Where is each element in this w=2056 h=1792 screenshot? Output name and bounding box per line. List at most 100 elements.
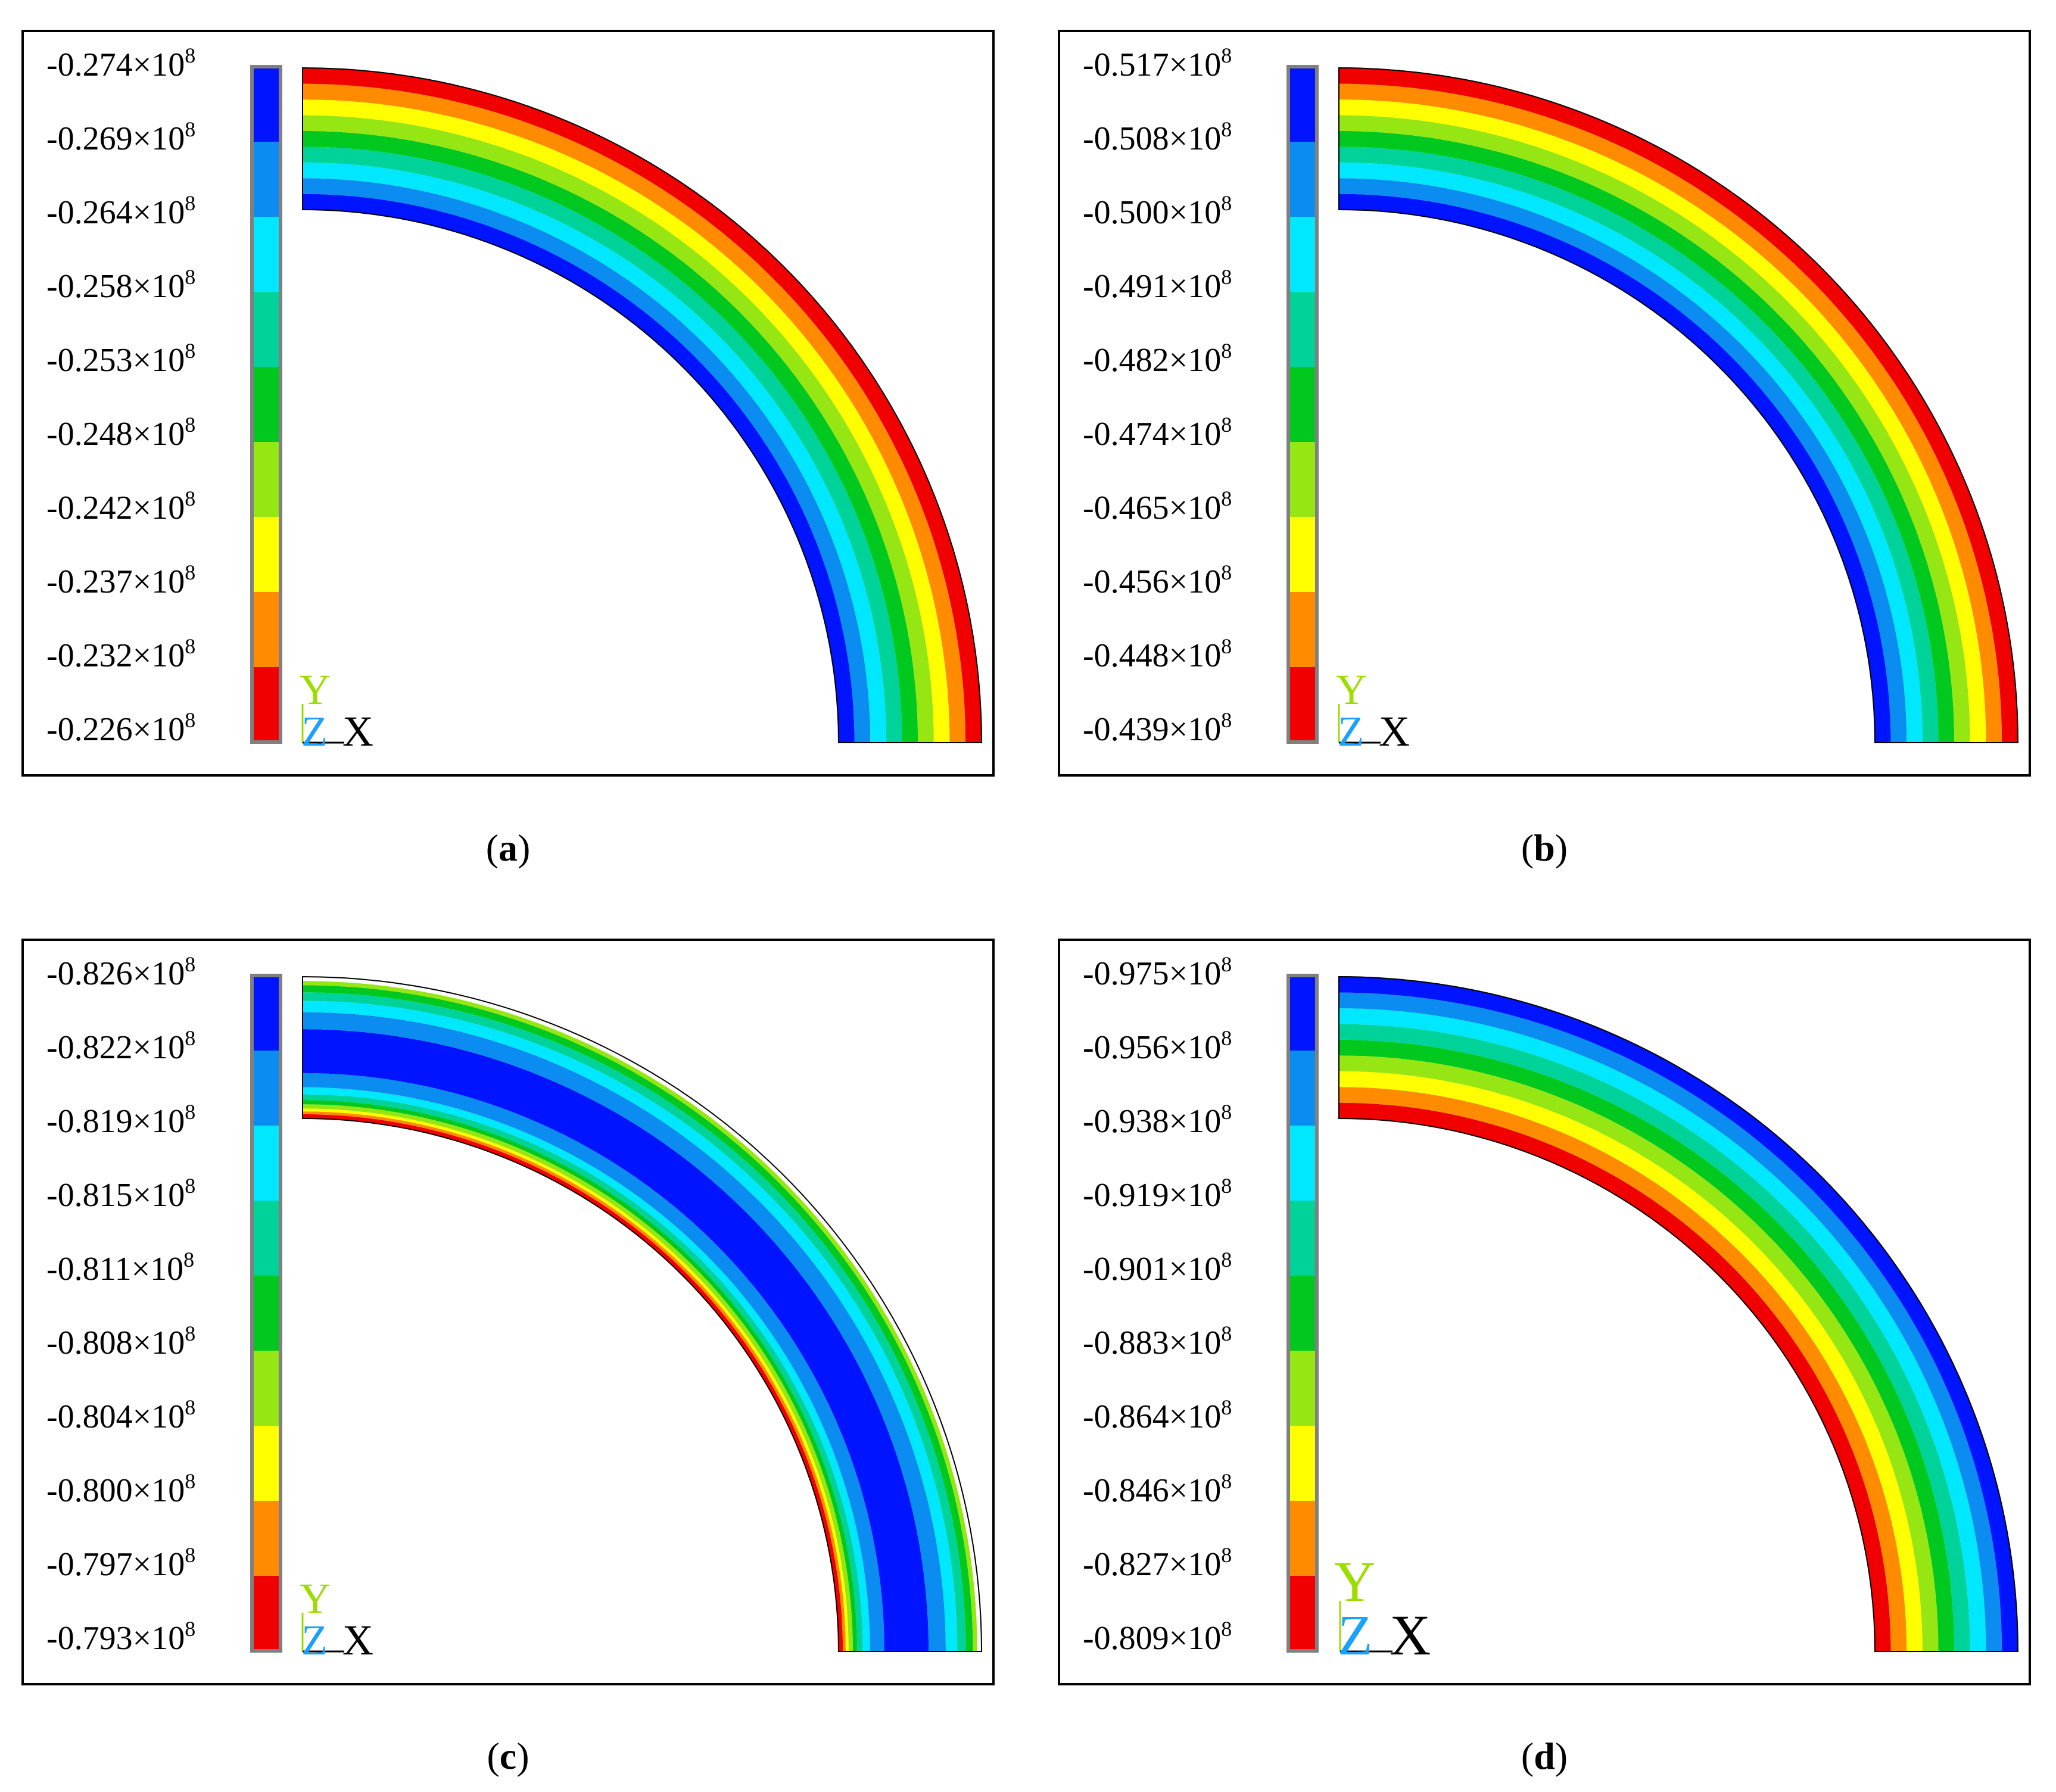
legend-tick-label: -0.232×108 bbox=[46, 634, 195, 674]
legend-tick-label: -0.797×108 bbox=[46, 1543, 195, 1583]
colorbar-labels: -0.975×108 -0.956×108 -0.938×108 -0.919×… bbox=[1083, 952, 1232, 1657]
colorbar-swatch bbox=[1288, 517, 1317, 593]
colorbar-swatch bbox=[252, 217, 281, 292]
axis-triad: Y Z X bbox=[1336, 666, 1410, 755]
legend-tick-label: -0.269×108 bbox=[46, 117, 195, 157]
legend-tick-label: -0.226×108 bbox=[46, 708, 195, 748]
contour-ring-outline bbox=[1338, 67, 2019, 743]
contour-band bbox=[303, 1029, 929, 1651]
axis-triad-x-label: X bbox=[342, 708, 373, 755]
legend-tick-label: -0.819×108 bbox=[46, 1100, 195, 1140]
colorbar-swatch bbox=[252, 1276, 281, 1351]
legend-tick-label: -0.938×108 bbox=[1083, 1100, 1232, 1140]
colorbar-swatch bbox=[1288, 67, 1317, 142]
legend-tick-label: -0.793×108 bbox=[46, 1617, 195, 1657]
colorbar-swatch bbox=[252, 1051, 281, 1126]
legend-tick-label: -0.827×108 bbox=[1083, 1543, 1232, 1583]
legend-tick-label: -0.826×108 bbox=[46, 952, 195, 992]
colorbar-swatch bbox=[1288, 367, 1317, 442]
colorbar-swatch bbox=[1288, 292, 1317, 367]
legend-tick-label: -0.800×108 bbox=[46, 1469, 195, 1509]
legend-tick-label: -0.809×108 bbox=[1083, 1617, 1232, 1657]
panel-c: -0.826×108 -0.822×108 -0.819×108 -0.815×… bbox=[21, 939, 995, 1685]
legend-tick-label: -0.804×108 bbox=[46, 1395, 195, 1435]
legend-tick-label: -0.439×108 bbox=[1083, 708, 1232, 748]
axis-triad: Y Z X bbox=[300, 1575, 373, 1664]
legend-tick-label: -0.846×108 bbox=[1083, 1469, 1232, 1509]
legend-tick-label: -0.474×108 bbox=[1083, 413, 1232, 453]
contour-ring bbox=[1338, 976, 2019, 1652]
axis-triad-y-label: Y bbox=[1336, 666, 1367, 713]
colorbar-swatch bbox=[1288, 1126, 1317, 1201]
colorbar-swatch bbox=[1288, 1201, 1317, 1276]
colorbar-swatch bbox=[252, 517, 281, 593]
legend-tick-label: -0.508×108 bbox=[1083, 117, 1232, 157]
panel-b: -0.517×108 -0.508×108 -0.500×108 -0.491×… bbox=[1058, 30, 2031, 777]
colorbar-border bbox=[250, 65, 282, 744]
colorbar-swatch bbox=[252, 1576, 281, 1651]
colorbar-swatch bbox=[1288, 142, 1317, 217]
colorbar-border bbox=[250, 974, 282, 1653]
legend-tick-label: -0.901×108 bbox=[1083, 1248, 1232, 1288]
colorbar-swatch bbox=[252, 142, 281, 217]
panel-label-a: (a) bbox=[486, 827, 531, 869]
legend-tick-label: -0.264×108 bbox=[46, 191, 195, 231]
legend-tick-label: -0.258×108 bbox=[46, 265, 195, 305]
axis-triad: Y Z X bbox=[300, 666, 373, 755]
colorbar-swatch bbox=[1288, 1426, 1317, 1501]
panel-d: -0.975×108 -0.956×108 -0.938×108 -0.919×… bbox=[1058, 939, 2031, 1685]
legend-tick-label: -0.864×108 bbox=[1083, 1395, 1232, 1435]
panel-label-d: (d) bbox=[1521, 1735, 1568, 1777]
legend-tick-label: -0.482×108 bbox=[1083, 339, 1232, 379]
axis-triad-z-label: Z bbox=[301, 1616, 328, 1664]
colorbar-swatch bbox=[1288, 442, 1317, 518]
legend-tick-label: -0.883×108 bbox=[1083, 1322, 1232, 1361]
colorbar-swatch bbox=[252, 592, 281, 668]
colorbar-swatch bbox=[252, 1201, 281, 1276]
colorbar-swatch bbox=[1288, 1351, 1317, 1426]
contour-ring bbox=[302, 67, 983, 743]
legend-tick-label: -0.456×108 bbox=[1083, 560, 1232, 600]
colorbar-swatch bbox=[252, 367, 281, 442]
legend-tick-label: -0.811×108 bbox=[46, 1248, 194, 1288]
axis-triad-x-label: X bbox=[1379, 708, 1410, 755]
colorbar-swatch bbox=[252, 292, 281, 367]
axis-triad-y-label: Y bbox=[300, 666, 331, 713]
axis-triad-z-label: Z bbox=[1338, 1603, 1373, 1667]
legend-tick-label: -0.808×108 bbox=[46, 1322, 195, 1361]
colorbar-swatch bbox=[1288, 1576, 1317, 1651]
axis-triad: Y Z X bbox=[1334, 1550, 1431, 1667]
legend-tick-label: -0.919×108 bbox=[1083, 1174, 1232, 1214]
legend-tick-label: -0.465×108 bbox=[1083, 487, 1232, 526]
colorbar-swatch bbox=[252, 1426, 281, 1501]
colorbar-border bbox=[1286, 974, 1319, 1653]
panel-a: -0.274×108 -0.269×108 -0.264×108 -0.258×… bbox=[21, 30, 995, 777]
colorbar-swatch bbox=[1288, 1501, 1317, 1576]
colorbar-swatch bbox=[252, 1351, 281, 1426]
colorbar bbox=[250, 974, 282, 1653]
legend-tick-label: -0.237×108 bbox=[46, 560, 195, 600]
colorbar-swatch bbox=[252, 976, 281, 1051]
colorbar-swatch bbox=[1288, 976, 1317, 1051]
legend-tick-label: -0.448×108 bbox=[1083, 634, 1232, 674]
legend-tick-label: -0.491×108 bbox=[1083, 265, 1232, 305]
colorbar-swatch bbox=[252, 1501, 281, 1576]
colorbar-swatch bbox=[252, 442, 281, 518]
colorbar bbox=[1286, 65, 1319, 744]
colorbar-swatch bbox=[1288, 1276, 1317, 1351]
axis-triad-z-label: Z bbox=[1338, 708, 1364, 755]
contour-ring-outline bbox=[1338, 976, 2019, 1652]
legend-tick-label: -0.517×108 bbox=[1083, 43, 1232, 83]
legend-tick-label: -0.956×108 bbox=[1083, 1026, 1232, 1066]
colorbar-swatch bbox=[252, 67, 281, 142]
colorbar-swatch bbox=[1288, 1051, 1317, 1126]
contour-ring-outline bbox=[302, 976, 983, 1652]
colorbar-swatch bbox=[252, 667, 281, 743]
colorbar-labels: -0.826×108 -0.822×108 -0.819×108 -0.815×… bbox=[46, 952, 195, 1657]
axis-triad-x-label: X bbox=[342, 1616, 373, 1664]
axis-triad-y-label: Y bbox=[1334, 1550, 1375, 1613]
axis-triad-x-label: X bbox=[1390, 1603, 1431, 1667]
legend-tick-label: -0.500×108 bbox=[1083, 191, 1232, 231]
contour-ring bbox=[1338, 67, 2019, 743]
